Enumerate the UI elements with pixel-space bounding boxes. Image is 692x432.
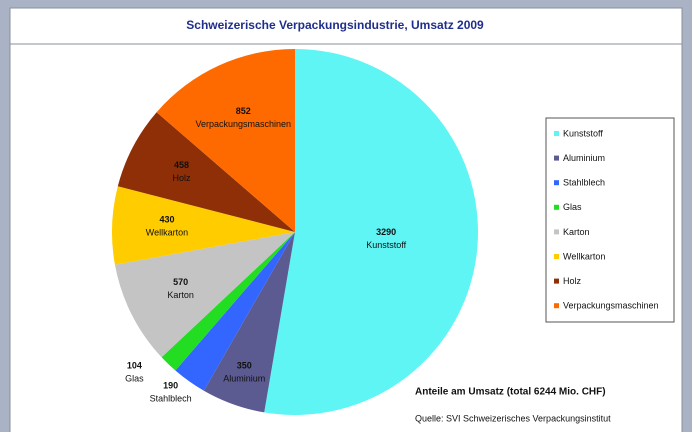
legend-label: Wellkarton bbox=[563, 251, 605, 261]
data-label-name: Glas bbox=[125, 374, 144, 384]
legend-box bbox=[545, 117, 675, 323]
legend-label: Glas bbox=[563, 202, 582, 212]
data-label-name: Aluminium bbox=[223, 374, 265, 384]
data-label-value: 458 bbox=[174, 160, 189, 170]
title-bar bbox=[9, 7, 683, 45]
legend-label: Verpackungsmaschinen bbox=[563, 301, 659, 311]
pie-slice bbox=[161, 232, 295, 371]
pie-slice bbox=[156, 49, 295, 232]
legend-label: Stahlblech bbox=[563, 178, 605, 188]
legend-label: Aluminium bbox=[563, 153, 605, 163]
chart-title: Schweizerische Verpackungsindustrie, Ums… bbox=[186, 18, 484, 32]
legend-swatch bbox=[554, 229, 559, 235]
pie-slice bbox=[175, 232, 295, 391]
note: Anteile am Umsatz (total 6244 Mio. CHF) bbox=[415, 387, 606, 398]
pie-slice bbox=[111, 186, 295, 265]
legend-label: Holz bbox=[563, 276, 582, 286]
legend-swatch bbox=[554, 254, 559, 259]
data-label-value: 104 bbox=[127, 361, 142, 371]
legend-swatch bbox=[554, 204, 559, 210]
data-label-value: 350 bbox=[237, 361, 252, 371]
legend-label: Kunststoff bbox=[563, 128, 603, 138]
data-label-name: Stahlblech bbox=[150, 394, 192, 404]
source: Quelle: SVI Schweizerisches Verpackungsi… bbox=[415, 413, 611, 423]
pie-slice bbox=[203, 232, 295, 413]
legend-swatch bbox=[554, 131, 559, 136]
pie-slice bbox=[264, 49, 479, 415]
pie-slice bbox=[114, 232, 295, 358]
data-label-value: 852 bbox=[236, 106, 251, 116]
data-label-name: Holz bbox=[173, 173, 192, 183]
data-label-value: 190 bbox=[163, 381, 178, 391]
data-label-value: 570 bbox=[173, 277, 188, 287]
data-label-value: 3290 bbox=[376, 227, 396, 237]
data-label-name: Wellkarton bbox=[146, 228, 188, 238]
data-label-name: Verpackungsmaschinen bbox=[195, 119, 291, 129]
data-label-name: Kunststoff bbox=[366, 240, 406, 250]
legend-swatch bbox=[554, 303, 559, 309]
legend-swatch bbox=[554, 180, 559, 186]
legend-swatch bbox=[554, 155, 559, 161]
legend-label: Karton bbox=[563, 227, 590, 237]
data-label-value: 430 bbox=[159, 215, 174, 225]
pie-slice bbox=[117, 112, 295, 232]
data-label-name: Karton bbox=[167, 290, 194, 300]
legend-swatch bbox=[554, 278, 559, 284]
